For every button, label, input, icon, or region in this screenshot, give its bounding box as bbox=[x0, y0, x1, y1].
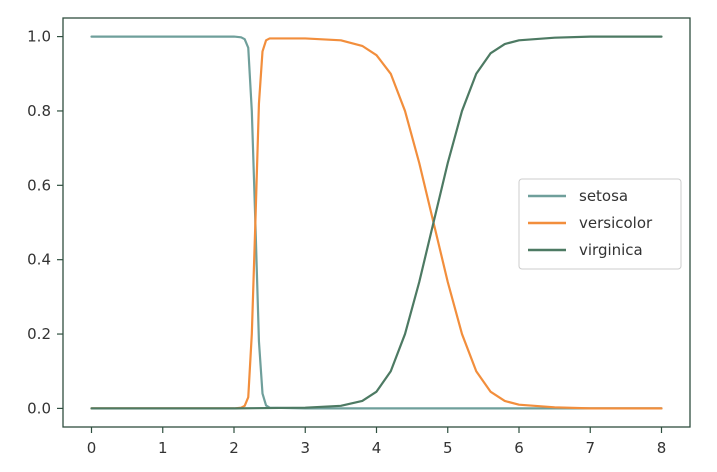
series-lines bbox=[90, 35, 663, 410]
x-tick-label: 4 bbox=[372, 439, 382, 457]
x-tick-label: 6 bbox=[514, 439, 524, 457]
x-tick-label: 5 bbox=[443, 439, 453, 457]
y-axis: 0.0 0.2 0.4 0.6 0.8 1.0 bbox=[27, 28, 63, 417]
legend-box bbox=[518, 178, 682, 270]
y-tick-label: 0.2 bbox=[27, 325, 51, 343]
x-tick-label: 8 bbox=[657, 439, 667, 457]
x-tick-label: 2 bbox=[229, 439, 239, 457]
legend-label-virginica: virginica bbox=[579, 241, 643, 259]
x-tick-label: 7 bbox=[585, 439, 595, 457]
y-tick-label: 0.6 bbox=[27, 176, 51, 194]
legend: setosa versicolor virginica bbox=[518, 178, 682, 270]
legend-label-setosa: setosa bbox=[579, 187, 628, 205]
y-tick-label: 0.0 bbox=[27, 399, 51, 417]
x-tick-label: 3 bbox=[300, 439, 310, 457]
y-tick-label: 0.8 bbox=[27, 102, 51, 120]
y-tick-label: 1.0 bbox=[27, 28, 51, 46]
x-tick-label: 0 bbox=[87, 439, 97, 457]
x-tick-label: 1 bbox=[158, 439, 168, 457]
series-line-versicolor bbox=[90, 37, 663, 410]
series-line-setosa bbox=[90, 35, 663, 410]
legend-label-versicolor: versicolor bbox=[579, 214, 653, 232]
y-tick-label: 0.4 bbox=[27, 251, 51, 269]
series-line-virginica bbox=[90, 35, 663, 410]
x-axis: 0 1 2 3 4 5 6 7 8 bbox=[87, 427, 667, 457]
